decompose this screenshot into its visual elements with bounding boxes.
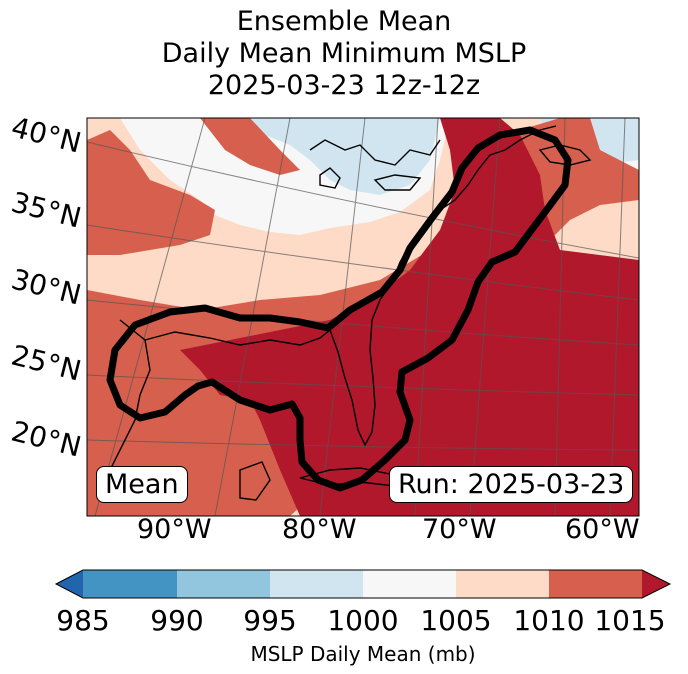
coastline-great-lakes <box>309 139 441 166</box>
lon-label-60w: 60°W <box>565 514 640 545</box>
colorbar-tick-990: 990 <box>150 604 204 637</box>
latitude-line-35 <box>87 224 639 301</box>
longitude-line-60w <box>609 118 626 516</box>
colorbar <box>54 569 672 599</box>
colorbar-segment-1005-1010 <box>456 570 549 598</box>
pressure-contour-outline <box>106 126 572 492</box>
lon-label-90w: 90°W <box>137 514 212 545</box>
colorbar-segment-1000-1005 <box>363 570 456 598</box>
title-line-3: 2025-03-23 12z-12z <box>207 70 481 101</box>
coastline-mexico-texas <box>99 319 151 501</box>
coastline-gulf-north <box>144 329 331 346</box>
pressure-band-1010-1015-n <box>200 118 300 175</box>
mean-label-box: Mean <box>96 466 188 503</box>
lon-label-80w: 80°W <box>282 514 357 545</box>
longitude-line-75w <box>414 118 439 516</box>
colorbar-tick-1000: 1000 <box>327 604 399 637</box>
colorbar-tick-1010: 1010 <box>513 604 585 637</box>
title-line-2: Daily Mean Minimum MSLP <box>161 38 527 69</box>
pressure-band-1010-1015-nw <box>87 130 215 255</box>
coastline-lake <box>319 167 341 189</box>
colorbar-extend-high <box>642 570 670 598</box>
colorbar-label: MSLP Daily Mean (mb) <box>250 642 476 666</box>
colorbar-tick-1015: 1015 <box>594 604 666 637</box>
colorbar-tick-985: 985 <box>56 604 110 637</box>
colorbar-tick-1005: 1005 <box>420 604 492 637</box>
colorbar-tick-995: 995 <box>243 604 297 637</box>
colorbar-segment-990-995 <box>177 570 270 598</box>
coastline-lake-erie <box>373 174 422 191</box>
colorbar-outline <box>54 569 672 599</box>
latitude-line-20 <box>87 439 639 451</box>
colorbar-extend-low <box>56 570 83 598</box>
coastline-yucatan <box>239 461 271 501</box>
colorbar-segment-985-990 <box>83 570 177 598</box>
title-line-1: Ensemble Mean <box>236 6 452 37</box>
latitude-line-25 <box>87 374 639 396</box>
latitude-line-30 <box>87 299 639 346</box>
run-date-box: Run: 2025-03-23 <box>389 466 634 503</box>
colorbar-segment-1010-1015 <box>549 570 642 598</box>
lon-label-70w: 70°W <box>422 514 497 545</box>
longitude-line-70w <box>469 118 501 516</box>
colorbar-segment-995-1000 <box>270 570 363 598</box>
map-frame <box>86 117 640 517</box>
pressure-band-above-1015 <box>180 118 639 516</box>
